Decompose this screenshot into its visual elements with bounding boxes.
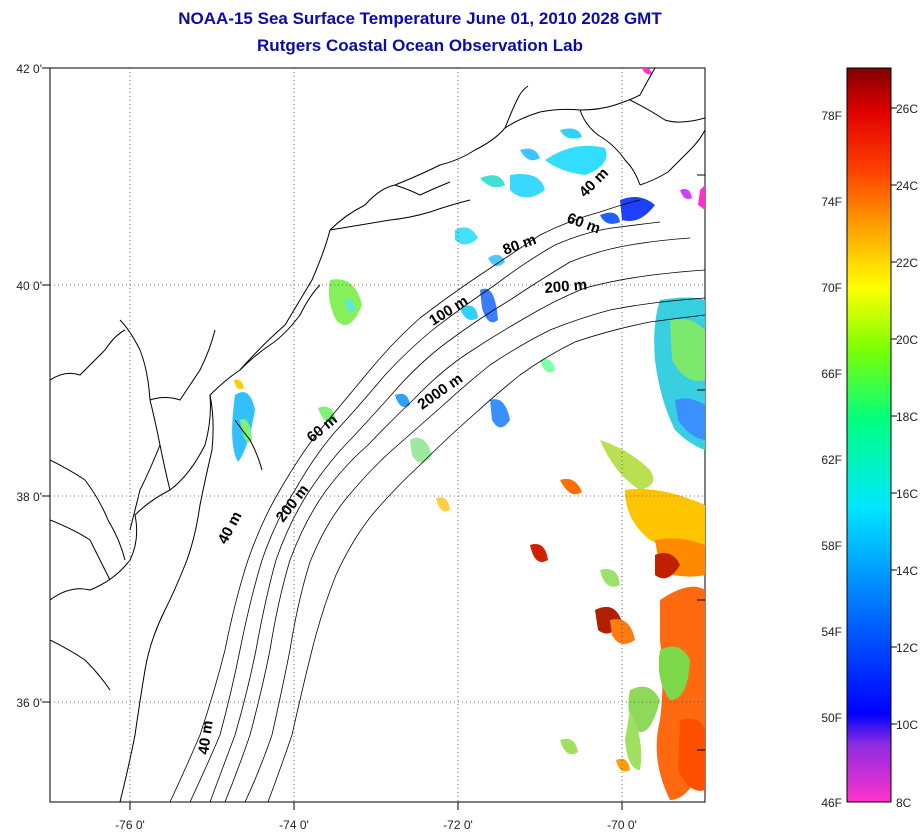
lon-label: -72 0' bbox=[443, 818, 473, 832]
isobath-label: 200 m bbox=[544, 276, 588, 297]
fahrenheit-label: 70F bbox=[821, 281, 842, 295]
celsius-label: 18C bbox=[896, 410, 918, 424]
colorbar-ticks bbox=[891, 107, 897, 725]
fahrenheit-label: 62F bbox=[821, 453, 842, 467]
celsius-label: 20C bbox=[896, 333, 918, 347]
map-title: NOAA-15 Sea Surface Temperature June 01,… bbox=[178, 9, 662, 28]
lon-label: -70 0' bbox=[607, 818, 637, 832]
latitude-labels: 42 0' 40 0' 38 0' 36 0' bbox=[16, 62, 42, 710]
lat-label: 40 0' bbox=[16, 279, 42, 293]
lat-label: 38 0' bbox=[16, 490, 42, 504]
celsius-label: 24C bbox=[896, 179, 918, 193]
coastline-layer bbox=[50, 68, 705, 802]
celsius-label: 22C bbox=[896, 256, 918, 270]
sst-data-layer bbox=[232, 68, 705, 800]
fahrenheit-label: 54F bbox=[821, 625, 842, 639]
celsius-label: 16C bbox=[896, 487, 918, 501]
fahrenheit-label: 66F bbox=[821, 367, 842, 381]
fahrenheit-label: 74F bbox=[821, 195, 842, 209]
celsius-label: 26C bbox=[896, 102, 918, 116]
colorbar-f-labels: 78F 74F 70F 66F 62F 58F 54F 50F 46F bbox=[821, 109, 842, 810]
isobath-layer bbox=[169, 199, 705, 802]
lon-label: -74 0' bbox=[279, 818, 309, 832]
colorbar-scale bbox=[846, 67, 892, 803]
longitude-labels: -76 0' -74 0' -72 0' -70 0' bbox=[115, 818, 637, 832]
axis-ticks bbox=[42, 67, 705, 810]
lat-label: 36 0' bbox=[16, 696, 42, 710]
map-subtitle: Rutgers Coastal Ocean Observation Lab bbox=[257, 36, 583, 55]
celsius-label: 14C bbox=[896, 564, 918, 578]
colorbar-c-labels: 26C 24C 22C 20C 18C 16C 14C 12C 10C 8C bbox=[896, 102, 918, 810]
fahrenheit-label: 58F bbox=[821, 539, 842, 553]
fahrenheit-label: 46F bbox=[821, 796, 842, 810]
fahrenheit-label: 78F bbox=[821, 109, 842, 123]
isobath-label: 40 m bbox=[195, 719, 217, 755]
colorbar: 78F 74F 70F 66F 62F 58F 54F 50F 46F 26C … bbox=[821, 67, 918, 810]
lon-label: -76 0' bbox=[115, 818, 145, 832]
celsius-label: 10C bbox=[896, 718, 918, 732]
celsius-label: 8C bbox=[896, 796, 912, 810]
celsius-label: 12C bbox=[896, 641, 918, 655]
fahrenheit-label: 50F bbox=[821, 711, 842, 725]
lat-label: 42 0' bbox=[16, 62, 42, 76]
